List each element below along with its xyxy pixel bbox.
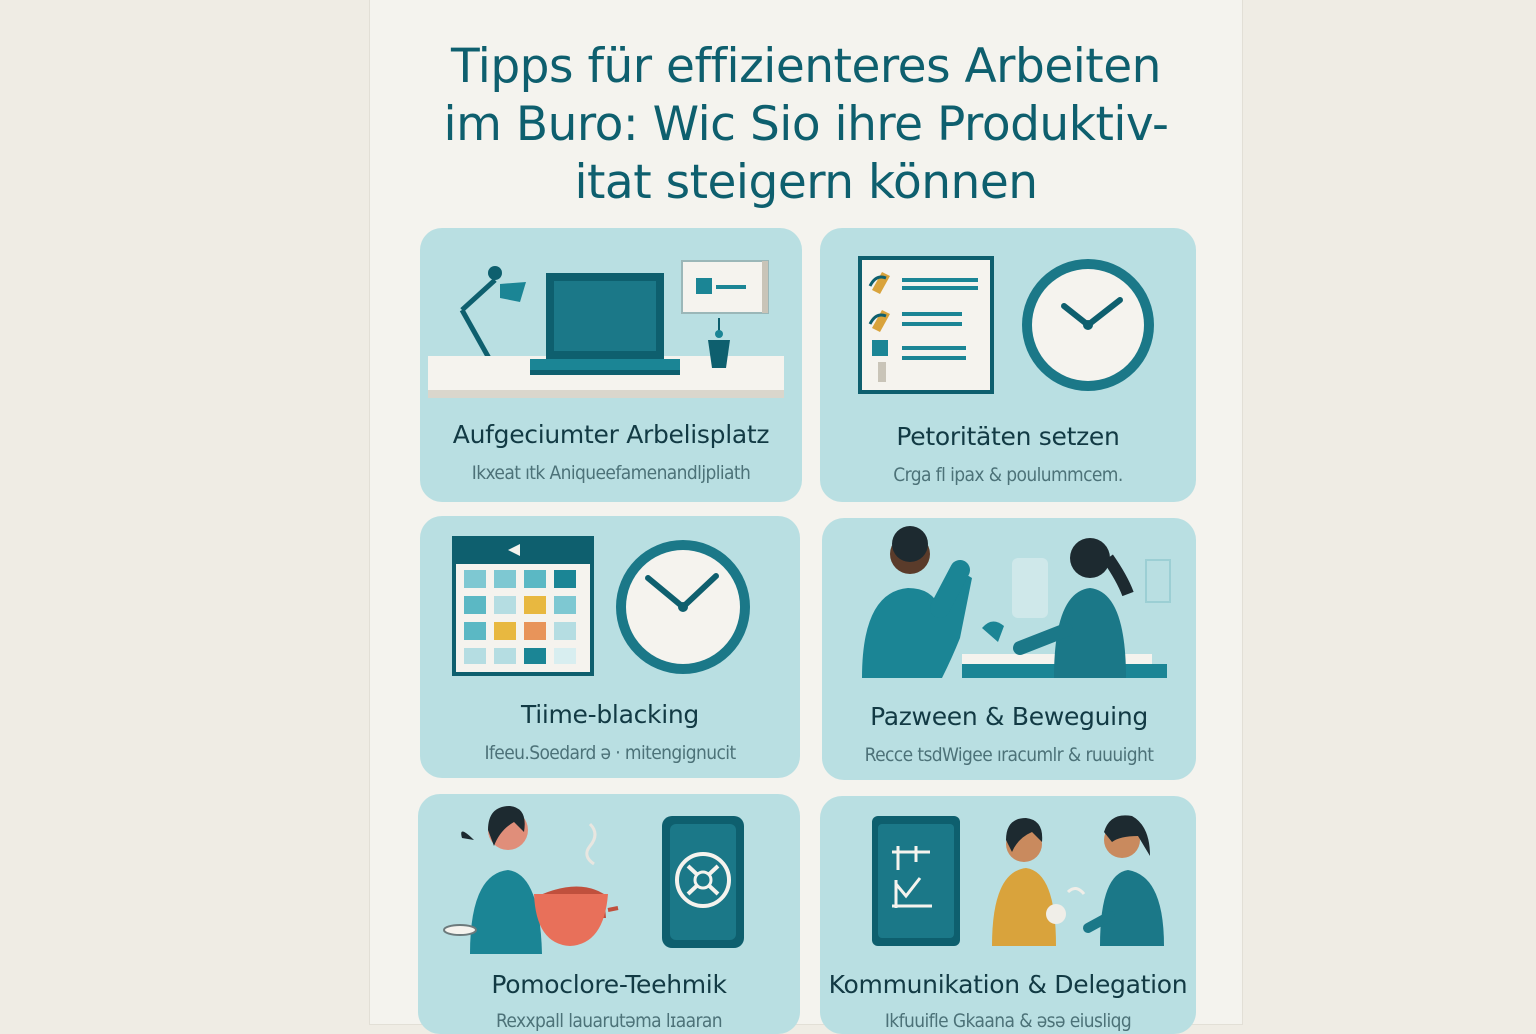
checklist-icon xyxy=(858,256,994,394)
person-desk-icon xyxy=(962,538,1167,678)
card-subtitle: Ikfuuifle Gkaana & əsə eiusliqg xyxy=(884,1010,1132,1032)
title-line-3: itat steigern können xyxy=(574,155,1038,210)
infographic-poster: Tipps für effizienteres Arbeiten im Buro… xyxy=(370,0,1242,1034)
laptop-icon xyxy=(530,273,680,375)
card-subtitle: Rexxpall lauarutəma lɪaaran xyxy=(495,1010,723,1032)
card-title: Pomoclore-Teehmik xyxy=(491,970,727,999)
teapot-icon xyxy=(534,886,619,946)
card-title: Petoritäten setzen xyxy=(896,422,1120,451)
person-icon xyxy=(443,806,542,954)
card-breaks-movement: Pazween & Beweguing Recce tsdWigee ıracu… xyxy=(822,518,1196,780)
card-title: Kommunikation & Delegation xyxy=(828,970,1188,999)
card-time-blocking: Tiime-blacking Ifeeu.Soedard ə · mitengi… xyxy=(420,516,800,778)
calendar-icon xyxy=(452,536,594,676)
phone-timer-icon xyxy=(662,816,744,948)
card-title: Tiime-blacking xyxy=(521,700,699,729)
desk-lamp-icon xyxy=(459,266,526,368)
title-line-1: Tipps für effizienteres Arbeiten xyxy=(451,39,1161,94)
card-communication-delegation: Kommunikation & Delegation Ikfuuifle Gka… xyxy=(820,796,1196,1034)
card-set-priorities: Petoritäten setzen Crga fl ipax & poulum… xyxy=(820,228,1196,502)
two-people-talking-icon xyxy=(992,815,1164,946)
card-title: Aufgeciumter Arbelisplatz xyxy=(452,420,770,449)
card-subtitle: Ifeeu.Soedard ə · mitengignucit xyxy=(484,742,736,764)
plant-cup-icon xyxy=(708,318,730,368)
wall-clock-icon xyxy=(1022,259,1154,391)
note-card-icon xyxy=(681,260,769,314)
card-pomodoro: Pomoclore-Teehmik Rexxpall lauarutəma lɪ… xyxy=(418,794,800,1034)
person-stretching-icon xyxy=(862,526,972,678)
card-tidy-workspace: Aufgeciumter Arbelisplatz Ikxeat ıtk Ani… xyxy=(420,228,802,502)
card-subtitle: Ikxeat ıtk Aniqueefamenandljpliath xyxy=(471,462,751,484)
title-line-2: im Buro: Wic Sio ihre Produktiv- xyxy=(443,97,1169,152)
card-subtitle: Recce tsdWigee ıracumlr & ruuuight xyxy=(864,744,1154,766)
wall-clock-icon xyxy=(616,540,750,674)
card-title: Pazween & Beweguing xyxy=(870,702,1148,731)
poster-title: Tipps für effizienteres Arbeiten im Buro… xyxy=(370,38,1242,212)
card-subtitle: Crga fl ipax & poulummcem. xyxy=(893,464,1123,486)
tablet-checklist-icon xyxy=(872,816,960,946)
